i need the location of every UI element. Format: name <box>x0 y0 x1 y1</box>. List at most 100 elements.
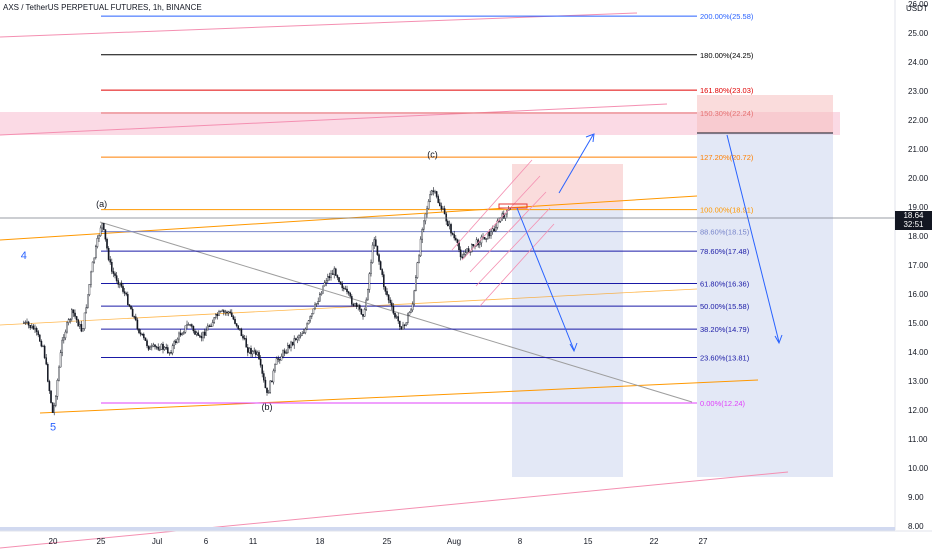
candle-body <box>146 340 148 347</box>
candle-body <box>394 313 396 318</box>
up-arrow <box>558 134 594 194</box>
candle-body <box>410 309 412 313</box>
candle-body <box>251 351 254 355</box>
candle-body <box>363 309 366 317</box>
candle-body <box>282 350 284 357</box>
price-tick-label: 20.00 <box>908 174 929 183</box>
candle-body <box>237 325 240 329</box>
time-tick-label: 20 <box>49 537 58 546</box>
candle-body <box>208 325 211 327</box>
candle-body <box>453 234 456 239</box>
candle-body <box>338 277 340 282</box>
candle-body <box>144 337 147 341</box>
candle-body <box>24 321 27 324</box>
candle-body <box>280 356 283 361</box>
candle-body <box>352 304 355 306</box>
fib-level-label: 100.00%(18.91) <box>700 206 754 215</box>
candle-body <box>179 332 182 336</box>
candle-body <box>135 316 137 321</box>
candle-body <box>23 322 25 324</box>
candle-body <box>455 237 457 241</box>
candle-body <box>303 332 305 334</box>
candle-body <box>339 281 342 285</box>
candle-body <box>87 294 89 308</box>
candle-body <box>215 314 217 318</box>
candle-body <box>413 290 416 305</box>
fib-level-label: 180.00%(24.25) <box>700 51 754 60</box>
candle-body <box>114 273 116 276</box>
wave-label: (b) <box>262 402 273 412</box>
candle-body <box>407 314 409 323</box>
candle-body <box>341 284 344 289</box>
candle-body <box>111 262 113 272</box>
candle-body <box>402 324 404 330</box>
candle-body <box>42 345 44 348</box>
candle-body <box>168 352 171 354</box>
wave-label: (a) <box>96 199 107 209</box>
price-tick-label: 14.00 <box>908 348 929 357</box>
candle-body <box>88 284 91 296</box>
candle-body <box>69 318 72 321</box>
candle-body <box>138 328 140 333</box>
candle-body <box>66 322 68 333</box>
target-box-right <box>697 95 833 133</box>
candle-body <box>63 337 65 341</box>
candle-body <box>349 292 352 297</box>
candle-body <box>101 223 104 229</box>
candle-body <box>319 294 321 302</box>
wave-labels: 4 5 (a) (b) (c) <box>21 150 438 434</box>
candle-body <box>194 330 196 335</box>
candle-body <box>256 352 259 355</box>
candle-body <box>240 328 243 337</box>
candle-body <box>403 324 406 327</box>
candle-body <box>181 333 184 336</box>
candle-body <box>445 213 448 222</box>
candle-body <box>79 324 81 327</box>
candle-body <box>243 337 246 340</box>
candle-body <box>123 291 126 294</box>
candle-body <box>325 280 328 283</box>
orange-channel-mid <box>0 288 698 326</box>
candle-body <box>255 350 257 355</box>
candle-body <box>359 305 361 310</box>
candle-body <box>195 332 198 335</box>
candle-body <box>293 338 296 346</box>
candle-body <box>443 208 446 215</box>
candle-body <box>96 238 99 247</box>
candle-body <box>127 294 129 305</box>
candle-body <box>27 321 30 326</box>
candle-body <box>387 294 390 301</box>
time-tick-label: 25 <box>383 537 392 546</box>
candle-body <box>272 370 275 383</box>
candle-body <box>75 316 78 321</box>
fib-level-label: 161.80%(23.03) <box>700 86 754 95</box>
candle-body <box>173 341 176 346</box>
candle-body <box>232 316 235 320</box>
candle-body <box>163 347 166 350</box>
candle-body <box>466 248 468 253</box>
candle-body <box>106 238 108 249</box>
candle-body <box>333 268 336 275</box>
candle-body <box>365 299 368 310</box>
candle-body <box>277 358 280 360</box>
candle-body <box>47 364 49 382</box>
candle-body <box>115 275 118 281</box>
candle-body <box>357 305 360 307</box>
candle-body <box>151 345 153 348</box>
price-tick-label: 23.00 <box>908 87 929 96</box>
candle-body <box>418 255 420 263</box>
candle-body <box>432 190 435 192</box>
candle-body <box>231 312 233 317</box>
candle-body <box>31 325 33 329</box>
candle-body <box>211 322 214 327</box>
candle-body <box>213 317 216 323</box>
price-tick-label: 17.00 <box>908 261 929 270</box>
candle-body <box>221 310 224 312</box>
candle-body <box>250 348 252 355</box>
candle-body <box>122 286 124 292</box>
candle-body <box>159 349 161 351</box>
candle-body <box>328 276 331 278</box>
candle-body <box>82 328 84 332</box>
candle-body <box>245 338 248 348</box>
